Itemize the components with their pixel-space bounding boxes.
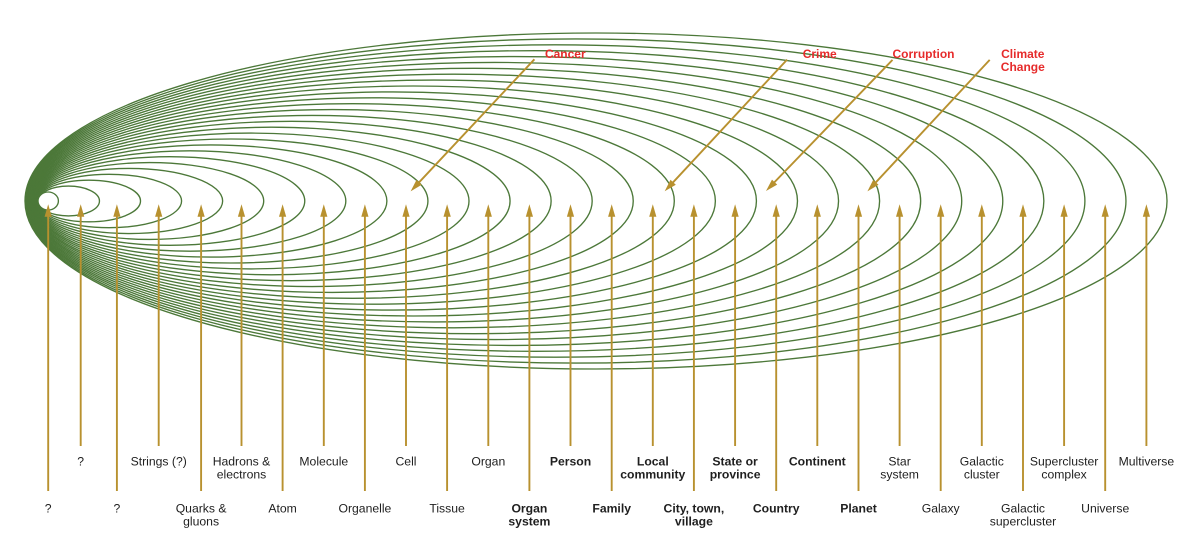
svg-text:Strings (?): Strings (?): [131, 455, 187, 469]
svg-text:?: ?: [114, 502, 121, 516]
svg-text:village: village: [675, 515, 713, 529]
svg-text:supercluster: supercluster: [990, 515, 1056, 529]
svg-text:Continent: Continent: [789, 455, 846, 469]
svg-text:Cancer: Cancer: [545, 47, 586, 61]
svg-text:Supercluster: Supercluster: [1030, 455, 1098, 469]
svg-text:Galaxy: Galaxy: [922, 502, 961, 516]
svg-text:Organ: Organ: [471, 455, 505, 469]
svg-text:Country: Country: [753, 502, 800, 516]
svg-text:City, town,: City, town,: [664, 502, 725, 516]
svg-text:Galactic: Galactic: [1001, 502, 1045, 516]
svg-text:State or: State or: [712, 455, 758, 469]
svg-text:Molecule: Molecule: [299, 455, 348, 469]
svg-text:Crime: Crime: [803, 47, 837, 61]
svg-text:system: system: [880, 468, 919, 482]
svg-text:Cell: Cell: [396, 455, 417, 469]
svg-text:?: ?: [45, 502, 52, 516]
svg-text:Person: Person: [550, 455, 591, 469]
svg-text:Universe: Universe: [1081, 502, 1129, 516]
svg-text:Star: Star: [888, 455, 910, 469]
svg-text:Corruption: Corruption: [893, 47, 955, 61]
svg-text:Local: Local: [637, 455, 669, 469]
svg-text:Galactic: Galactic: [960, 455, 1004, 469]
svg-text:Quarks &: Quarks &: [176, 502, 227, 516]
svg-text:Tissue: Tissue: [429, 502, 465, 516]
svg-text:Organelle: Organelle: [338, 502, 391, 516]
svg-text:community: community: [620, 468, 685, 482]
svg-text:Multiverse: Multiverse: [1119, 455, 1175, 469]
svg-text:Atom: Atom: [268, 502, 296, 516]
svg-text:Climate: Climate: [1001, 47, 1045, 61]
svg-text:Organ: Organ: [511, 502, 547, 516]
svg-text:?: ?: [77, 455, 84, 469]
svg-text:Family: Family: [592, 502, 631, 516]
svg-text:Planet: Planet: [840, 502, 877, 516]
svg-text:gluons: gluons: [183, 515, 219, 529]
svg-text:Hadrons &: Hadrons &: [213, 455, 271, 469]
svg-text:complex: complex: [1041, 468, 1086, 482]
svg-text:electrons: electrons: [217, 468, 266, 482]
svg-text:Change: Change: [1001, 60, 1045, 74]
svg-text:province: province: [710, 468, 761, 482]
svg-text:system: system: [508, 515, 550, 529]
svg-text:cluster: cluster: [964, 468, 1000, 482]
